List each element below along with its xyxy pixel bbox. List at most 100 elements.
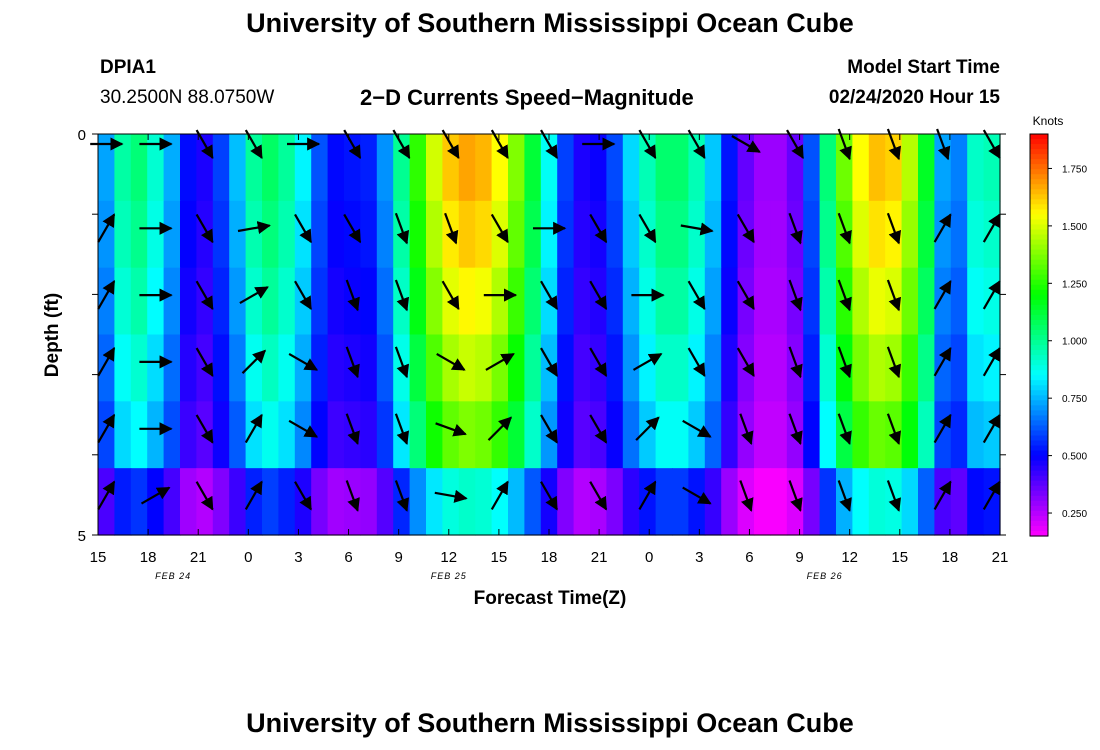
heatmap-cell [327, 134, 345, 202]
colorbar-segment [1030, 360, 1048, 366]
colorbar-segment [1030, 284, 1048, 291]
colorbar-segment [1030, 184, 1048, 190]
heatmap-cell [491, 468, 509, 536]
heatmap-cell [590, 334, 607, 402]
heatmap-cell [557, 334, 575, 402]
heatmap-cell [786, 200, 804, 269]
heatmap-cell [147, 134, 165, 202]
heatmap-cell [688, 267, 706, 336]
current-arrow [195, 129, 214, 160]
heatmap-cell [245, 200, 263, 269]
heatmap-cell [278, 134, 296, 202]
current-arrow [687, 129, 706, 160]
heatmap-cell [262, 134, 279, 202]
heatmap-cell [770, 401, 788, 469]
colorbar-segment [1030, 480, 1048, 487]
current-arrow [982, 280, 1001, 310]
colorbar-segment [1030, 445, 1048, 452]
heatmap-cell [606, 334, 624, 402]
current-arrow [195, 347, 214, 377]
heatmap-cell [721, 468, 739, 536]
heatmap-cell [180, 401, 197, 469]
heatmap-cell [950, 267, 968, 336]
current-arrow [982, 129, 1001, 160]
colorbar-segment [1030, 355, 1048, 361]
heatmap-cell [442, 401, 460, 469]
colorbar-segment [1030, 470, 1048, 477]
current-arrow [886, 346, 902, 379]
heatmap-cell [98, 200, 115, 269]
heatmap-cell [754, 401, 771, 469]
colorbar-segment [1030, 319, 1048, 326]
heatmap-cell [163, 267, 181, 336]
heatmap-cell [262, 200, 279, 269]
heatmap-cell [426, 334, 443, 402]
x-tick-label: 18 [541, 549, 558, 566]
colorbar-segment [1030, 435, 1048, 442]
heatmap-cell [606, 401, 624, 469]
heatmap-cell [704, 267, 722, 336]
current-arrow [788, 346, 803, 379]
date-label: FEB 25 [431, 571, 467, 581]
heatmap-cell [180, 468, 197, 536]
heatmap-cell [672, 267, 689, 336]
heatmap-cell [672, 200, 689, 269]
current-arrow [982, 213, 1001, 243]
heatmap-cell [819, 134, 837, 202]
heatmap-cell [311, 468, 329, 536]
current-arrow [97, 480, 116, 510]
current-arrow [239, 286, 269, 305]
heatmap-cell [442, 267, 460, 336]
current-arrow [394, 279, 410, 312]
current-arrow [288, 352, 319, 371]
heatmap-cell [376, 401, 394, 469]
heatmap-cell [393, 468, 411, 536]
heatmap-cell [918, 468, 935, 536]
heatmap-cell [212, 468, 230, 536]
heatmap-cell [934, 267, 952, 336]
heatmap-cell [704, 401, 722, 469]
heatmap-cell [130, 267, 148, 336]
heatmap-cell [130, 200, 148, 269]
heatmap-cell [393, 267, 411, 336]
heatmap-cell [721, 334, 739, 402]
heatmap-cell [278, 468, 296, 536]
colorbar-segment [1030, 304, 1048, 311]
colorbar-segment [1030, 340, 1048, 346]
x-tick-label: 15 [891, 549, 908, 566]
colorbar-tick-label: 0.500 [1062, 452, 1087, 463]
heatmap-cell [540, 334, 558, 402]
heatmap-cell [573, 468, 591, 536]
heatmap-cell [573, 334, 591, 402]
x-tick-label: 21 [190, 549, 207, 566]
heatmap-cell [442, 334, 460, 402]
heatmap-cell [458, 267, 476, 336]
x-tick-label: 21 [591, 549, 608, 566]
heatmap-cell [147, 401, 165, 469]
heatmap-cell [98, 468, 115, 536]
heatmap-cell [836, 468, 853, 536]
heatmap-cell [540, 401, 558, 469]
heatmap-cell [294, 134, 312, 202]
heatmap-cell [803, 334, 821, 402]
colorbar-tick-label: 0.250 [1062, 509, 1087, 520]
heatmap-cell [754, 200, 771, 269]
heatmap-cell [737, 401, 755, 469]
colorbar-segment [1030, 139, 1048, 145]
current-arrow [886, 212, 902, 245]
heatmap-cell [344, 200, 361, 269]
heatmap-cell [672, 468, 689, 536]
colorbar-segment [1030, 154, 1048, 160]
heatmap-cell [327, 401, 345, 469]
current-arrow [195, 213, 214, 244]
heatmap-cell [655, 200, 673, 269]
x-tick-label: 0 [645, 549, 653, 566]
heatmap-cell [475, 334, 493, 402]
heatmap-cell [196, 334, 214, 402]
heatmap-cell [294, 200, 312, 269]
current-arrow [982, 413, 1001, 444]
heatmap-cell [868, 401, 886, 469]
heatmap-cell [737, 267, 755, 336]
heatmap-cell [918, 267, 935, 336]
heatmap-cell [262, 401, 279, 469]
